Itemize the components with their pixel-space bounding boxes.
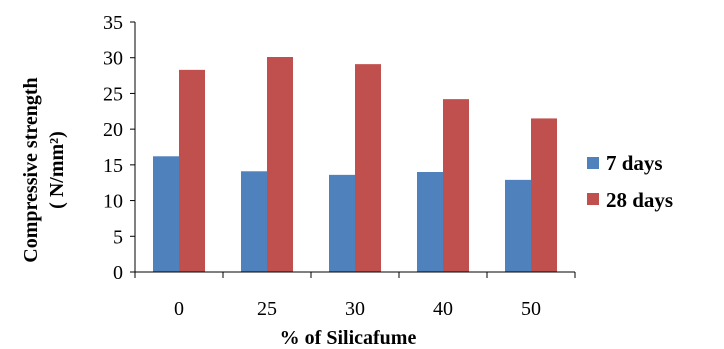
y-tick-label: 15 bbox=[103, 155, 123, 177]
y-axis-title-line2: ( N/mm²) bbox=[46, 131, 68, 209]
bar-28-days-0 bbox=[179, 69, 205, 272]
y-tick-label: 20 bbox=[103, 119, 123, 141]
y-tick-label: 25 bbox=[103, 83, 123, 105]
y-tick-label: 10 bbox=[103, 191, 123, 213]
y-tick-labels: 0 5 10 15 20 25 30 35 bbox=[103, 12, 123, 284]
legend-label-7-days: 7 days bbox=[606, 151, 663, 175]
y-tick-label: 30 bbox=[103, 48, 123, 70]
bar-28-days-50 bbox=[531, 118, 557, 272]
bar-7-days-40 bbox=[417, 172, 443, 272]
legend-swatch-7-days bbox=[587, 157, 599, 169]
bar-7-days-50 bbox=[505, 179, 531, 272]
legend: 7 days 28 days bbox=[587, 151, 673, 212]
y-tick-marks bbox=[130, 21, 135, 273]
y-axis-title: Compressive strength ( N/mm²) bbox=[20, 77, 68, 262]
y-tick-label: 0 bbox=[113, 262, 123, 284]
x-tick-label: 50 bbox=[521, 298, 541, 320]
bar-7-days-0 bbox=[153, 156, 179, 272]
x-tick-marks bbox=[134, 272, 576, 278]
legend-item-7-days: 7 days bbox=[587, 151, 663, 175]
x-tick-label: 30 bbox=[345, 298, 365, 320]
legend-item-28-days: 28 days bbox=[587, 188, 673, 212]
x-tick-label: 25 bbox=[257, 298, 277, 320]
x-tick-labels: 0 25 30 40 50 bbox=[174, 298, 541, 320]
legend-swatch-28-days bbox=[587, 193, 599, 205]
y-axis-title-line1: Compressive strength bbox=[20, 77, 42, 262]
bar-28-days-30 bbox=[355, 64, 381, 273]
bar-7-days-25 bbox=[241, 171, 267, 272]
x-axis-title: % of Silicafume bbox=[280, 327, 417, 349]
y-tick-label: 5 bbox=[113, 226, 123, 248]
bar-7-days-30 bbox=[329, 174, 355, 272]
x-tick-label: 0 bbox=[174, 298, 184, 320]
y-tick-label: 35 bbox=[103, 12, 123, 34]
bar-28-days-40 bbox=[443, 99, 469, 273]
x-tick-label: 40 bbox=[433, 298, 453, 320]
legend-label-28-days: 28 days bbox=[606, 188, 673, 212]
bars bbox=[153, 57, 557, 273]
bar-28-days-25 bbox=[267, 57, 293, 272]
